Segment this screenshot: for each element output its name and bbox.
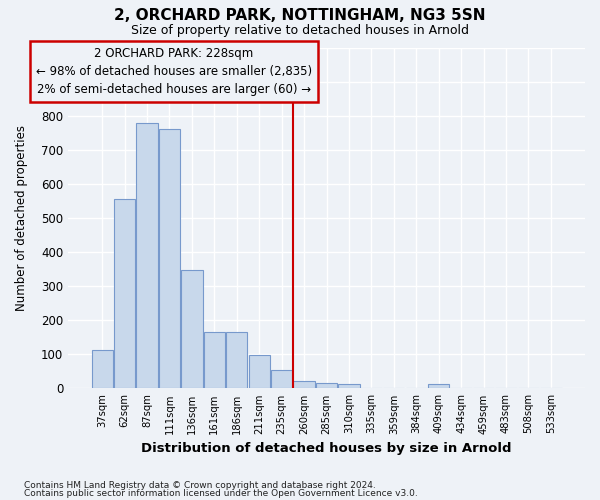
Text: Contains public sector information licensed under the Open Government Licence v3: Contains public sector information licen… — [24, 489, 418, 498]
Text: Contains HM Land Registry data © Crown copyright and database right 2024.: Contains HM Land Registry data © Crown c… — [24, 480, 376, 490]
Text: 2, ORCHARD PARK, NOTTINGHAM, NG3 5SN: 2, ORCHARD PARK, NOTTINGHAM, NG3 5SN — [114, 8, 486, 22]
Text: Size of property relative to detached houses in Arnold: Size of property relative to detached ho… — [131, 24, 469, 37]
X-axis label: Distribution of detached houses by size in Arnold: Distribution of detached houses by size … — [141, 442, 512, 455]
Bar — [293, 381, 315, 388]
Bar — [338, 384, 359, 388]
Y-axis label: Number of detached properties: Number of detached properties — [15, 125, 28, 311]
Bar — [204, 332, 225, 388]
Bar — [316, 384, 337, 388]
Bar — [428, 384, 449, 388]
Bar — [226, 332, 247, 388]
Bar — [136, 123, 158, 388]
Bar — [92, 350, 113, 389]
Bar — [181, 270, 203, 388]
Bar — [159, 128, 180, 388]
Bar — [114, 198, 135, 388]
Text: 2 ORCHARD PARK: 228sqm
← 98% of detached houses are smaller (2,835)
2% of semi-d: 2 ORCHARD PARK: 228sqm ← 98% of detached… — [36, 47, 312, 96]
Bar — [271, 370, 292, 388]
Bar — [248, 355, 270, 388]
